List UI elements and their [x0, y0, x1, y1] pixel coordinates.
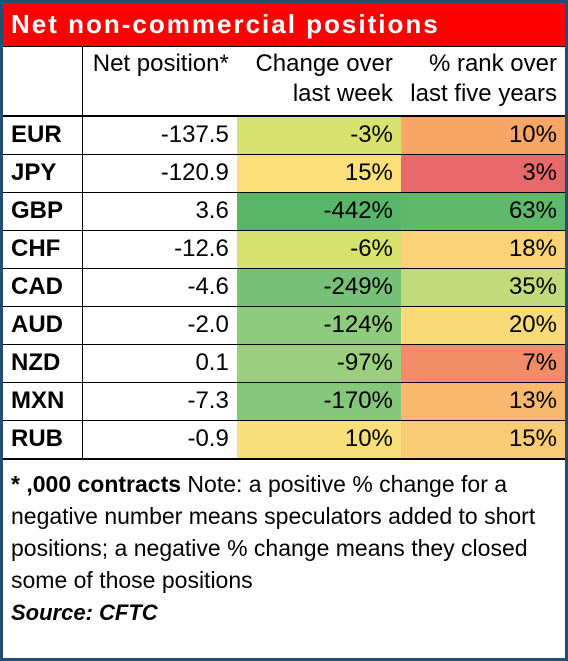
table-row: RUB-0.910%15%: [3, 420, 565, 458]
cell-currency: AUD: [3, 306, 83, 344]
cell-netpos: 0.1: [83, 344, 237, 382]
table-row: JPY-120.915%3%: [3, 154, 565, 192]
table-row: CAD-4.6-249%35%: [3, 268, 565, 306]
cell-currency: JPY: [3, 154, 83, 192]
cell-change: 15%: [237, 154, 401, 192]
table-title: Net non-commercial positions: [3, 3, 565, 47]
cell-currency: GBP: [3, 192, 83, 230]
table-row: NZD0.1-97%7%: [3, 344, 565, 382]
cell-change: -249%: [237, 268, 401, 306]
cell-currency: MXN: [3, 382, 83, 420]
col-header-change: Change over last week: [237, 47, 401, 116]
cell-netpos: -4.6: [83, 268, 237, 306]
positions-table: Net position* Change over last week % ra…: [3, 47, 565, 459]
table-row: GBP3.6-442%63%: [3, 192, 565, 230]
cell-netpos: 3.6: [83, 192, 237, 230]
cell-netpos: -120.9: [83, 154, 237, 192]
cell-rank: 15%: [401, 420, 565, 458]
cell-rank: 18%: [401, 230, 565, 268]
col-header-rank: % rank over last five years: [401, 47, 565, 116]
cell-change: 10%: [237, 420, 401, 458]
table-row: MXN-7.3-170%13%: [3, 382, 565, 420]
cell-currency: EUR: [3, 116, 83, 154]
cell-rank: 35%: [401, 268, 565, 306]
table-row: AUD-2.0-124%20%: [3, 306, 565, 344]
table-row: EUR-137.5-3%10%: [3, 116, 565, 154]
table-container: Net non-commercial positions Net positio…: [0, 0, 568, 661]
cell-rank: 20%: [401, 306, 565, 344]
cell-change: -124%: [237, 306, 401, 344]
col-header-currency: [3, 47, 83, 116]
header-row: Net position* Change over last week % ra…: [3, 47, 565, 116]
cell-change: -442%: [237, 192, 401, 230]
footnote: * ,000 contracts Note: a positive % chan…: [3, 459, 565, 601]
table-row: CHF-12.6-6%18%: [3, 230, 565, 268]
cell-currency: NZD: [3, 344, 83, 382]
source-line: Source: CFTC: [3, 600, 565, 634]
footnote-lead: * ,000 contracts: [11, 471, 181, 497]
cell-change: -170%: [237, 382, 401, 420]
cell-rank: 3%: [401, 154, 565, 192]
cell-netpos: -2.0: [83, 306, 237, 344]
cell-change: -6%: [237, 230, 401, 268]
col-header-netpos: Net position*: [83, 47, 237, 116]
cell-change: -97%: [237, 344, 401, 382]
cell-change: -3%: [237, 116, 401, 154]
cell-netpos: -0.9: [83, 420, 237, 458]
cell-netpos: -137.5: [83, 116, 237, 154]
cell-netpos: -12.6: [83, 230, 237, 268]
cell-netpos: -7.3: [83, 382, 237, 420]
cell-rank: 10%: [401, 116, 565, 154]
cell-currency: CAD: [3, 268, 83, 306]
cell-rank: 63%: [401, 192, 565, 230]
cell-rank: 7%: [401, 344, 565, 382]
cell-rank: 13%: [401, 382, 565, 420]
cell-currency: RUB: [3, 420, 83, 458]
cell-currency: CHF: [3, 230, 83, 268]
